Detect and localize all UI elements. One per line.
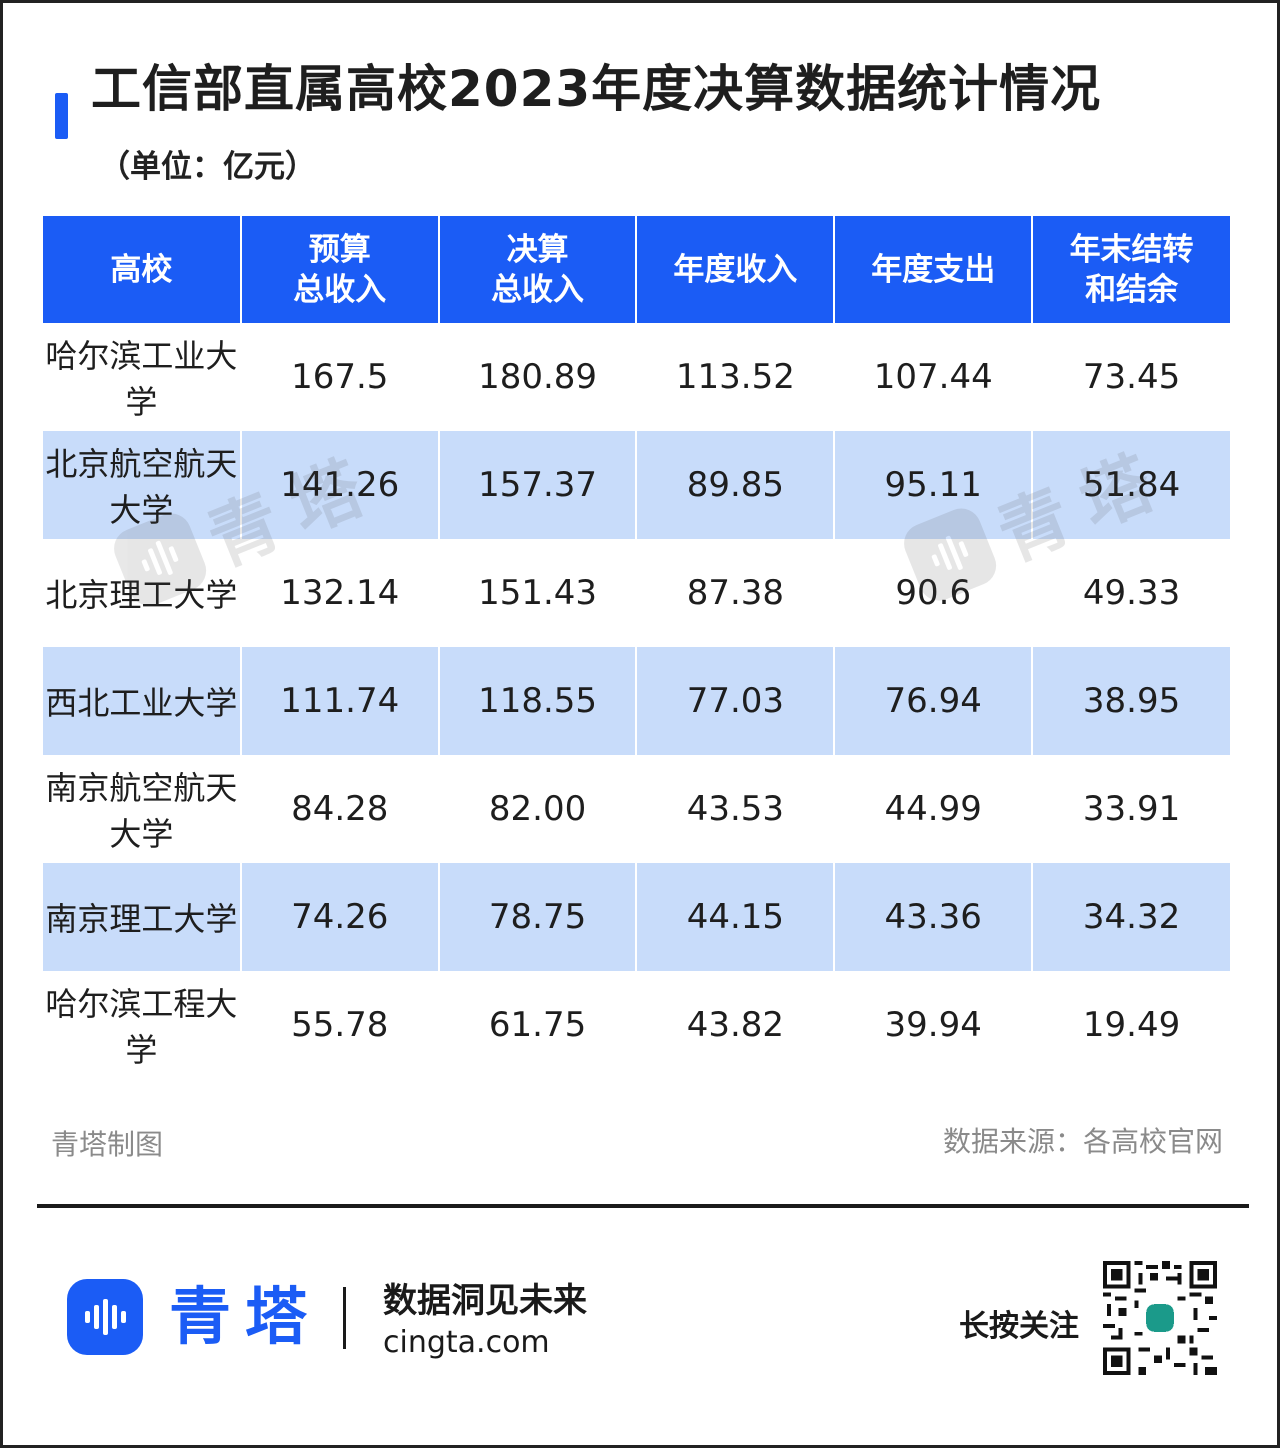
column-header: 年末结转 和结余 bbox=[1031, 216, 1230, 323]
university-name-cell: 北京航空航天大学 bbox=[43, 431, 241, 539]
table-row: 哈尔滨工程大学 55.78 61.75 43.82 39.94 19.49 bbox=[43, 971, 1230, 1079]
value-cell: 111.74 bbox=[239, 647, 439, 755]
brand-separator bbox=[343, 1287, 346, 1349]
column-header: 年度支出 bbox=[833, 216, 1033, 323]
value-cell: 77.03 bbox=[635, 647, 835, 755]
waveform-icon bbox=[67, 1279, 143, 1355]
university-name-cell: 南京理工大学 bbox=[43, 863, 241, 971]
brand-slogan: 数据洞见未来 bbox=[383, 1281, 587, 1321]
value-cell: 74.26 bbox=[239, 863, 439, 971]
value-cell: 76.94 bbox=[833, 647, 1033, 755]
table-row: 北京理工大学 132.14 151.43 87.38 90.6 49.33 bbox=[43, 539, 1230, 647]
value-cell: 132.14 bbox=[239, 539, 439, 647]
table-header-row: 高校 预算 总收入 决算 总收入 年度收入 年度支出 年末结转 和结余 bbox=[43, 216, 1230, 323]
value-cell: 73.45 bbox=[1031, 323, 1230, 431]
table-row: 南京理工大学 74.26 78.75 44.15 43.36 34.32 bbox=[43, 863, 1230, 971]
column-header-text: 总收入 bbox=[491, 271, 585, 308]
column-header: 预算 总收入 bbox=[239, 216, 439, 323]
column-header-text: 年末结转 bbox=[1069, 231, 1194, 268]
qr-code-icon[interactable] bbox=[1102, 1261, 1218, 1375]
title-accent-bar bbox=[55, 93, 68, 139]
column-header-text: 和结余 bbox=[1085, 271, 1179, 308]
column-header-text: 高校 bbox=[110, 251, 173, 288]
value-cell: 89.85 bbox=[635, 431, 835, 539]
value-cell: 95.11 bbox=[833, 431, 1033, 539]
university-name-cell: 北京理工大学 bbox=[45, 576, 238, 614]
column-header: 年度收入 bbox=[635, 216, 835, 323]
value-cell: 44.99 bbox=[833, 755, 1033, 863]
column-header: 决算 总收入 bbox=[437, 216, 637, 323]
column-header-text: 年度收入 bbox=[673, 251, 798, 288]
column-header-text: 年度支出 bbox=[871, 251, 996, 288]
chart-credit: 青塔制图 bbox=[51, 1128, 164, 1161]
value-cell: 113.52 bbox=[635, 323, 835, 431]
column-header-text: 决算 bbox=[506, 231, 569, 268]
value-cell: 90.6 bbox=[833, 539, 1033, 647]
column-header-text: 预算 bbox=[308, 231, 371, 268]
table-row: 北京航空航天大学 141.26 157.37 89.85 95.11 51.84 bbox=[43, 431, 1230, 539]
value-cell: 43.36 bbox=[833, 863, 1033, 971]
table-row: 南京航空航天大学 84.28 82.00 43.53 44.99 33.91 bbox=[43, 755, 1230, 863]
value-cell: 44.15 bbox=[635, 863, 835, 971]
value-cell: 167.5 bbox=[239, 323, 439, 431]
data-source: 数据来源：各高校官网 bbox=[942, 1125, 1223, 1158]
unit-label: （单位：亿元） bbox=[99, 149, 316, 185]
footer-divider bbox=[37, 1204, 1249, 1208]
value-cell: 43.53 bbox=[635, 755, 835, 863]
budget-table: 高校 预算 总收入 决算 总收入 年度收入 年度支出 年末结转 和结余 哈尔滨工业大学 167.5… bbox=[43, 216, 1230, 1079]
follow-prompt: 长按关注 bbox=[959, 1309, 1079, 1344]
value-cell: 38.95 bbox=[1031, 647, 1230, 755]
brand-name: 青塔 bbox=[169, 1280, 322, 1353]
column-header: 高校 bbox=[43, 216, 241, 323]
value-cell: 39.94 bbox=[833, 971, 1033, 1079]
value-cell: 78.75 bbox=[437, 863, 637, 971]
table-row: 哈尔滨工业大学 167.5 180.89 113.52 107.44 73.45 bbox=[43, 323, 1230, 431]
page-title: 工信部直属高校2023年度决算数据统计情况 bbox=[91, 60, 1102, 118]
value-cell: 118.55 bbox=[437, 647, 637, 755]
value-cell: 43.82 bbox=[635, 971, 835, 1079]
column-header-text: 总收入 bbox=[293, 271, 387, 308]
value-cell: 84.28 bbox=[239, 755, 439, 863]
value-cell: 82.00 bbox=[437, 755, 637, 863]
value-cell: 33.91 bbox=[1031, 755, 1230, 863]
value-cell: 87.38 bbox=[635, 539, 835, 647]
value-cell: 34.32 bbox=[1031, 863, 1230, 971]
value-cell: 107.44 bbox=[833, 323, 1033, 431]
value-cell: 49.33 bbox=[1031, 539, 1230, 647]
university-name-cell: 哈尔滨工业大学 bbox=[45, 337, 238, 421]
value-cell: 61.75 bbox=[437, 971, 637, 1079]
table-body: 哈尔滨工业大学 167.5 180.89 113.52 107.44 73.45 北京航空航… bbox=[43, 323, 1230, 1079]
university-name-cell: 南京航空航天大学 bbox=[45, 769, 238, 853]
value-cell: 19.49 bbox=[1031, 971, 1230, 1079]
value-cell: 141.26 bbox=[239, 431, 439, 539]
value-cell: 157.37 bbox=[437, 431, 637, 539]
value-cell: 51.84 bbox=[1031, 431, 1230, 539]
value-cell: 55.78 bbox=[239, 971, 439, 1079]
value-cell: 151.43 bbox=[437, 539, 637, 647]
university-name-cell: 哈尔滨工程大学 bbox=[45, 985, 238, 1069]
university-name-cell: 西北工业大学 bbox=[43, 647, 241, 755]
value-cell: 180.89 bbox=[437, 323, 637, 431]
website-link[interactable]: cingta.com bbox=[383, 1325, 550, 1360]
table-row: 西北工业大学 111.74 118.55 77.03 76.94 38.95 bbox=[43, 647, 1230, 755]
